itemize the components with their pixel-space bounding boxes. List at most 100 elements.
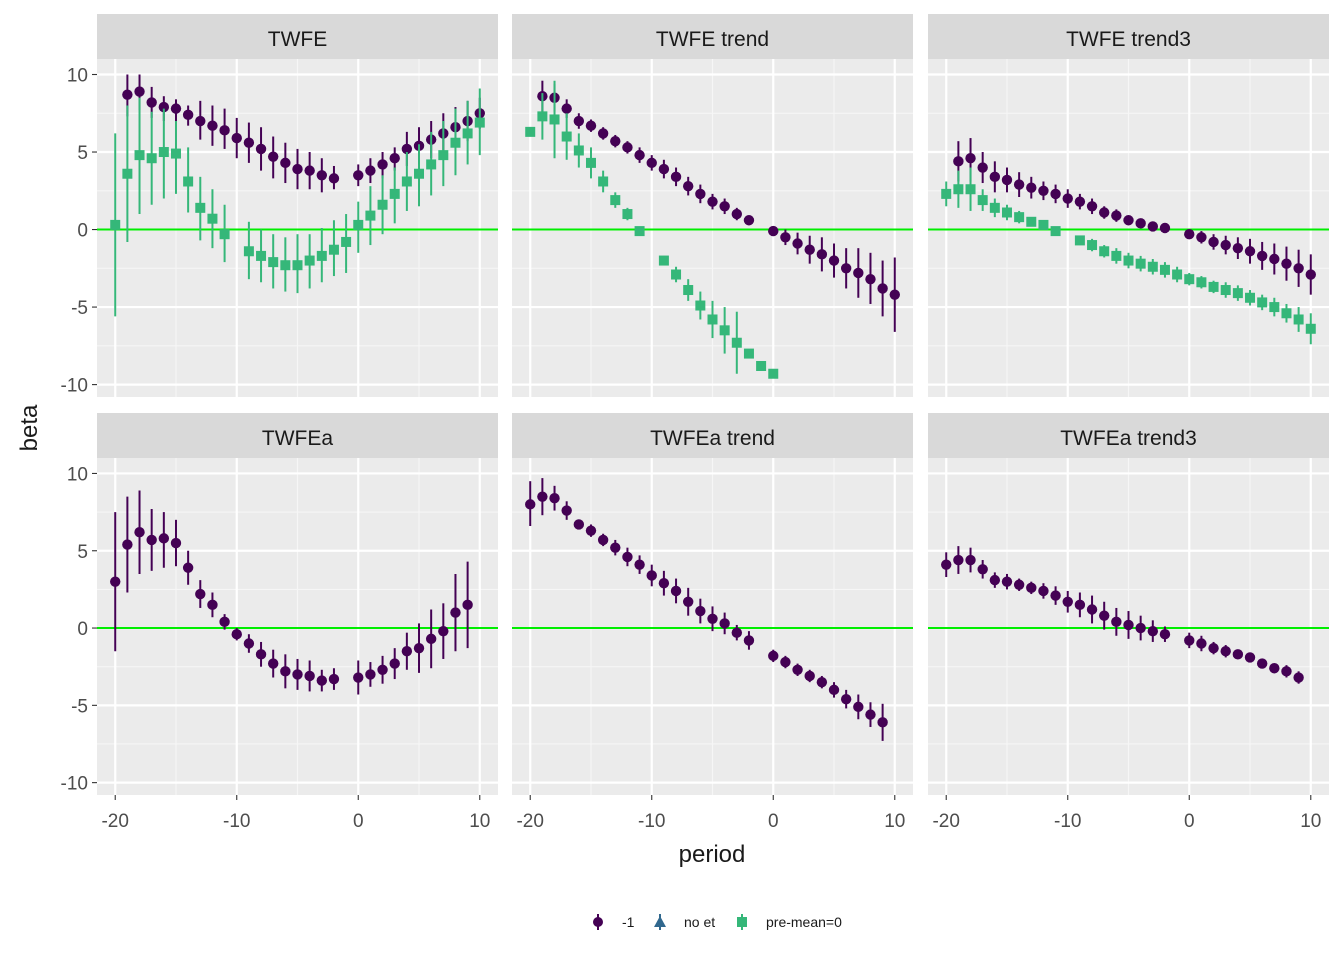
data-point — [438, 625, 449, 637]
data-point — [377, 159, 388, 170]
legend-item: -1 — [593, 914, 635, 930]
data-point — [646, 570, 657, 581]
data-point — [280, 666, 291, 677]
data-point — [731, 627, 743, 638]
data-point — [658, 163, 670, 175]
series--1 — [537, 80, 900, 332]
data-point — [1269, 253, 1280, 265]
data-point — [122, 539, 133, 550]
data-point — [719, 201, 730, 212]
x-tick-label: 10 — [1300, 811, 1321, 832]
panel-1: TWFE -10 -5 0 5 10 — [61, 14, 498, 397]
data-point — [707, 613, 718, 624]
data-point — [610, 195, 621, 206]
data-point — [707, 314, 718, 325]
data-point — [353, 672, 364, 683]
data-point — [1232, 242, 1244, 254]
data-point — [622, 142, 633, 153]
data-point — [1123, 255, 1134, 266]
data-point — [1159, 222, 1171, 234]
data-point — [1050, 188, 1061, 200]
data-point — [377, 199, 388, 210]
data-point — [1305, 323, 1316, 334]
data-point — [1062, 596, 1073, 607]
data-point — [134, 150, 145, 161]
legend-label: -1 — [622, 914, 635, 930]
y-tick-label: 5 — [77, 143, 88, 164]
data-point — [695, 605, 706, 617]
x-tick-label: 0 — [1184, 811, 1195, 832]
data-point — [1220, 239, 1231, 251]
data-point — [965, 554, 976, 566]
data-point — [1293, 314, 1304, 325]
data-point — [1001, 207, 1012, 218]
data-point — [1147, 221, 1159, 232]
data-point — [1257, 297, 1268, 308]
data-point — [365, 165, 376, 176]
facet-title: TWFEa trend3 — [1060, 427, 1197, 450]
data-point — [207, 213, 218, 224]
data-point — [989, 202, 1000, 213]
data-point — [671, 269, 682, 280]
data-point — [816, 249, 828, 260]
data-point — [1013, 579, 1025, 590]
data-point — [1245, 292, 1256, 303]
data-point — [292, 260, 303, 271]
panel-3: TWFE trend3 — [928, 14, 1329, 397]
series-pre-mean=0 — [525, 80, 779, 379]
data-point — [1086, 201, 1098, 212]
data-point — [1208, 236, 1219, 248]
y-tick-label: -5 — [71, 696, 88, 717]
data-point — [585, 120, 597, 131]
data-point — [1111, 250, 1122, 261]
data-point — [816, 676, 828, 688]
data-point — [585, 525, 597, 536]
x-tick-label: 10 — [884, 811, 905, 832]
data-point — [1123, 619, 1134, 631]
data-point — [768, 225, 779, 237]
data-point — [731, 337, 742, 348]
legend-label: no et — [684, 914, 715, 930]
data-point — [1196, 232, 1207, 243]
data-point — [965, 153, 976, 164]
facet-title: TWFEa trend — [650, 427, 775, 450]
data-point — [328, 673, 340, 685]
data-point — [1232, 649, 1244, 660]
data-point — [1087, 240, 1098, 251]
x-tick-label: -20 — [101, 811, 128, 832]
data-point — [965, 184, 976, 195]
facet-title: TWFEa — [262, 427, 333, 450]
data-point — [525, 126, 536, 137]
data-point — [646, 157, 657, 169]
data-point — [1001, 174, 1013, 186]
data-point — [865, 273, 876, 285]
data-point — [401, 646, 413, 657]
data-point — [426, 159, 437, 170]
x-tick-label: -10 — [638, 811, 665, 832]
data-point — [474, 117, 485, 128]
data-point — [134, 527, 145, 538]
facet-title: TWFE trend — [656, 28, 769, 51]
data-point — [561, 131, 572, 142]
data-point — [743, 635, 755, 646]
data-point — [634, 559, 645, 570]
legend-key-circle — [593, 917, 603, 927]
data-point — [219, 125, 230, 136]
data-point — [1220, 285, 1231, 296]
data-point — [1111, 616, 1122, 628]
data-point — [1172, 269, 1183, 280]
data-point — [743, 215, 755, 226]
facet-strip — [97, 14, 498, 59]
data-point — [268, 257, 279, 268]
panel-2: TWFE trend — [512, 14, 913, 397]
data-point — [1135, 622, 1146, 634]
facet-title: TWFE trend3 — [1066, 28, 1191, 51]
y-tick-label: -10 — [61, 376, 88, 397]
data-point — [110, 576, 121, 587]
data-point — [828, 684, 840, 696]
data-point — [1013, 179, 1025, 190]
data-point — [622, 551, 633, 563]
y-tick-label: -10 — [61, 774, 88, 795]
data-point — [183, 176, 194, 187]
